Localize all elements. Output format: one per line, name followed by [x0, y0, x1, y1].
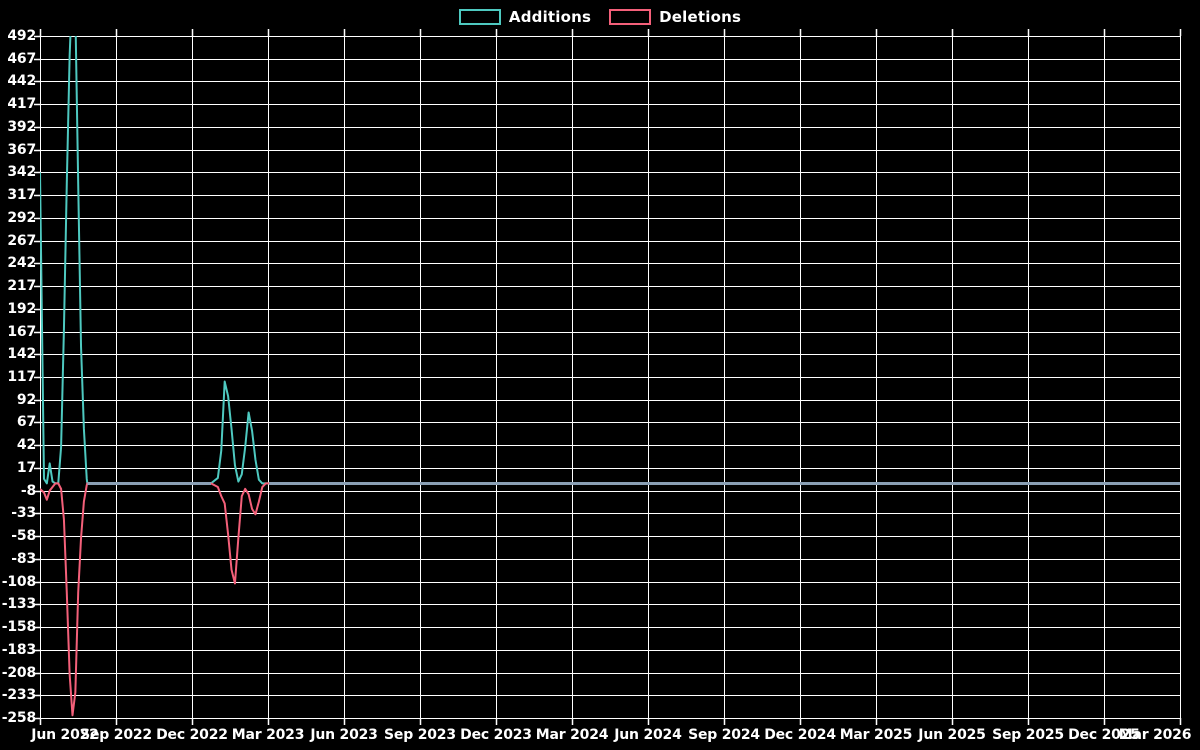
y-axis-tick-label: 492	[7, 28, 36, 44]
x-axis-tick-label: Sep 2022	[80, 727, 152, 743]
legend-swatch-additions-icon	[458, 9, 501, 25]
y-axis-labels: 492 467 442 417 392 367 342 317 292 267 242 217 192 1…	[0, 0, 36, 750]
x-axis-tick-label: Mar 2025	[839, 727, 913, 743]
y-axis-tick-label: 142	[7, 346, 36, 363]
y-axis-tick-label: 442	[7, 73, 36, 90]
legend-swatch-deletions-icon	[609, 9, 652, 25]
y-axis-tick-label: -233	[1, 687, 36, 704]
y-axis-tick-label: 392	[7, 118, 36, 135]
axis-ticks	[34, 29, 1182, 725]
y-axis-tick-label: 317	[7, 187, 36, 204]
y-axis-tick-label: 292	[7, 209, 36, 226]
y-axis-tick-label: 117	[7, 369, 36, 385]
y-axis-tick-label: 167	[7, 323, 36, 340]
legend-label-additions: Additions	[508, 8, 592, 26]
x-axis-tick-label: Sep 2024	[688, 727, 760, 743]
y-axis-tick-label: 267	[7, 232, 36, 249]
x-axis-tick-label: Jun 2023	[310, 727, 378, 743]
x-axis-tick-label: Sep 2025	[992, 727, 1064, 743]
x-axis-tick-label: Jun 2025	[918, 727, 986, 743]
y-axis-tick-label: 42	[16, 437, 36, 454]
y-axis-tick-label: -158	[1, 619, 36, 636]
x-axis-tick-label: Jun 2024	[614, 727, 682, 743]
x-axis-tick-label: Sep 2023	[384, 727, 456, 743]
x-axis-tick-label: Mar 2026	[1118, 727, 1192, 743]
y-axis-tick-label: 367	[7, 141, 36, 158]
y-axis-tick-label: 242	[7, 255, 36, 272]
y-axis-tick-label: -108	[1, 573, 36, 590]
y-axis-tick-label: 192	[7, 300, 36, 317]
series-line-additions	[40, 36, 1180, 485]
y-axis-tick-label: 342	[7, 164, 36, 181]
y-axis-tick-label: 67	[16, 414, 36, 431]
y-axis-tick-label: 92	[16, 391, 36, 408]
data-series	[40, 36, 1180, 717]
y-axis-tick-label: 467	[7, 50, 36, 67]
y-axis-tick-label: -258	[1, 710, 36, 726]
legend-item-deletions[interactable]: Deletions	[609, 8, 741, 26]
x-axis-tick-label: Dec 2025	[1068, 727, 1140, 743]
x-axis-tick-label: Mar 2023	[231, 727, 305, 743]
gridlines	[40, 36, 1181, 719]
series-line-deletions	[40, 482, 1180, 717]
y-axis-tick-label: -183	[1, 641, 36, 658]
chart-legend: Additions Deletions	[0, 0, 1200, 34]
y-axis-tick-label: 217	[7, 278, 36, 295]
y-axis-tick-label: 17	[16, 459, 36, 476]
y-axis-tick-label: -8	[20, 482, 36, 499]
y-axis-tick-label: -33	[11, 505, 36, 522]
y-axis-tick-label: -208	[1, 664, 36, 681]
x-axis-tick-label: Mar 2024	[535, 727, 609, 743]
y-axis-tick-label: -133	[1, 596, 36, 613]
y-axis-tick-label: -58	[11, 528, 36, 545]
legend-label-deletions: Deletions	[659, 8, 742, 26]
x-axis-tick-label: Dec 2022	[156, 727, 228, 743]
y-axis-tick-label: 417	[7, 96, 36, 113]
x-axis-tick-label: Dec 2023	[460, 727, 532, 743]
x-axis-tick-label: Jun 2022	[31, 727, 99, 743]
y-axis-tick-label: -83	[11, 550, 36, 567]
x-axis-tick-label: Dec 2024	[764, 727, 836, 743]
legend-item-additions[interactable]: Additions	[458, 8, 592, 26]
